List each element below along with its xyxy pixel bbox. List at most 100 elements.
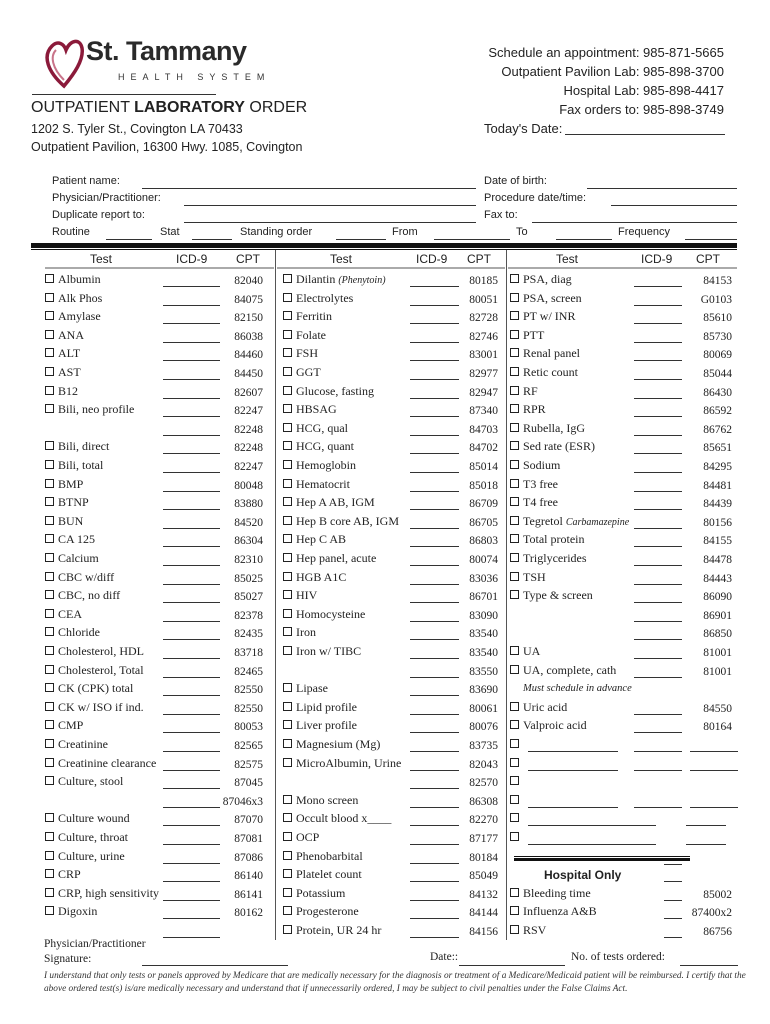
icd-field[interactable] xyxy=(664,918,682,920)
icd-field[interactable] xyxy=(634,658,682,659)
icd-field[interactable] xyxy=(163,881,220,883)
checkbox[interactable] xyxy=(45,869,54,879)
icd-field[interactable] xyxy=(634,527,682,529)
icd-field[interactable] xyxy=(410,341,459,343)
checkbox[interactable] xyxy=(283,515,292,525)
tests-count-field[interactable] xyxy=(680,965,738,966)
from-field[interactable] xyxy=(434,239,510,240)
checkbox[interactable] xyxy=(283,627,292,637)
test-name-field[interactable] xyxy=(528,825,656,827)
checkbox[interactable] xyxy=(283,869,292,879)
icd-field[interactable] xyxy=(410,509,459,511)
icd-field[interactable] xyxy=(163,304,220,306)
patient-name-field[interactable] xyxy=(142,188,476,189)
test-name-field[interactable] xyxy=(528,844,656,845)
checkbox[interactable] xyxy=(45,274,54,283)
icd-field[interactable] xyxy=(410,472,459,473)
icd-field[interactable] xyxy=(163,490,220,492)
icd-field[interactable] xyxy=(163,397,220,399)
icd-field[interactable] xyxy=(634,713,682,715)
checkbox[interactable] xyxy=(510,739,519,748)
checkbox[interactable] xyxy=(510,329,519,339)
checkbox[interactable] xyxy=(283,534,292,544)
icd-field[interactable] xyxy=(410,751,459,752)
checkbox[interactable] xyxy=(510,701,519,711)
icd-field[interactable] xyxy=(410,527,459,529)
icd-field[interactable] xyxy=(410,825,459,827)
icd-field[interactable] xyxy=(163,713,220,715)
icd-field[interactable] xyxy=(163,583,220,585)
icd-field[interactable] xyxy=(163,360,220,362)
checkbox[interactable] xyxy=(45,441,54,451)
icd-field[interactable] xyxy=(410,769,459,771)
icd-field[interactable] xyxy=(163,323,220,325)
checkbox[interactable] xyxy=(510,776,519,786)
icd-field[interactable] xyxy=(634,453,682,455)
icd-field[interactable] xyxy=(163,862,220,864)
checkbox[interactable] xyxy=(283,887,292,897)
icd-field[interactable] xyxy=(410,490,459,492)
checkbox[interactable] xyxy=(45,311,54,321)
checkbox[interactable] xyxy=(283,478,292,488)
checkbox[interactable] xyxy=(45,664,54,674)
checkbox[interactable] xyxy=(510,292,519,302)
checkbox[interactable] xyxy=(283,794,292,804)
routine-field[interactable] xyxy=(106,239,152,240)
icd-field[interactable] xyxy=(410,416,459,418)
checkbox[interactable] xyxy=(45,329,54,339)
icd-field[interactable] xyxy=(410,565,459,566)
checkbox[interactable] xyxy=(45,478,54,488)
icd-field[interactable] xyxy=(163,341,220,343)
checkbox[interactable] xyxy=(510,720,519,730)
checkbox[interactable] xyxy=(283,832,292,841)
checkbox[interactable] xyxy=(45,515,54,525)
checkbox[interactable] xyxy=(283,757,292,767)
duplicate-field[interactable] xyxy=(184,222,476,223)
icd-field[interactable] xyxy=(410,881,459,883)
icd-field[interactable] xyxy=(163,527,220,529)
icd-field[interactable] xyxy=(410,583,459,585)
icd-field[interactable] xyxy=(410,360,459,362)
checkbox[interactable] xyxy=(45,348,54,358)
checkbox[interactable] xyxy=(45,739,54,748)
checkbox[interactable] xyxy=(45,292,54,302)
icd-field[interactable] xyxy=(410,546,459,548)
checkbox[interactable] xyxy=(283,274,292,283)
fax-field[interactable] xyxy=(532,222,737,223)
icd-field[interactable] xyxy=(163,379,220,380)
checkbox[interactable] xyxy=(45,832,54,841)
checkbox[interactable] xyxy=(510,646,519,655)
icd-field[interactable] xyxy=(410,732,459,734)
icd-field[interactable] xyxy=(410,788,459,790)
checkbox[interactable] xyxy=(283,813,292,823)
checkbox[interactable] xyxy=(283,683,292,693)
icd-field[interactable] xyxy=(634,732,682,734)
icd-field[interactable] xyxy=(634,472,682,473)
checkbox[interactable] xyxy=(510,515,519,525)
checkbox[interactable] xyxy=(510,311,519,321)
checkbox[interactable] xyxy=(510,553,519,562)
checkbox[interactable] xyxy=(510,404,519,414)
icd-field[interactable] xyxy=(634,434,682,436)
checkbox[interactable] xyxy=(510,571,519,581)
icd-field[interactable] xyxy=(163,286,220,287)
cpt-field[interactable] xyxy=(690,806,738,808)
checkbox[interactable] xyxy=(510,478,519,488)
checkbox[interactable] xyxy=(283,292,292,302)
cpt-field[interactable] xyxy=(690,751,738,752)
dob-field[interactable] xyxy=(587,188,737,189)
standing-order-field[interactable] xyxy=(336,239,386,240)
checkbox[interactable] xyxy=(45,367,54,376)
date-field[interactable] xyxy=(459,965,565,966)
icd-field[interactable] xyxy=(634,416,682,418)
checkbox[interactable] xyxy=(510,385,519,395)
checkbox[interactable] xyxy=(283,460,292,469)
icd-field[interactable] xyxy=(410,304,459,306)
icd-field[interactable] xyxy=(410,639,459,641)
checkbox[interactable] xyxy=(45,385,54,395)
icd-field[interactable] xyxy=(634,509,682,511)
checkbox[interactable] xyxy=(510,348,519,358)
icd-field[interactable] xyxy=(634,751,682,752)
checkbox[interactable] xyxy=(283,701,292,711)
icd-field[interactable] xyxy=(664,863,682,865)
